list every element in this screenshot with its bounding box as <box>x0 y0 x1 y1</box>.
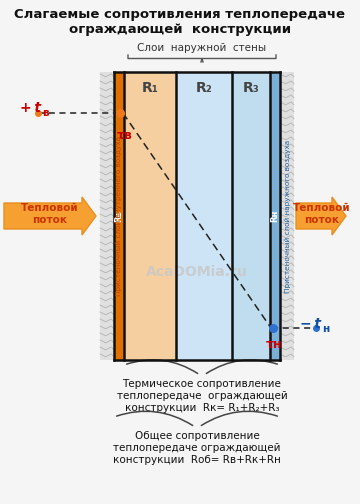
Bar <box>280 72 294 360</box>
Text: R₂: R₂ <box>195 81 212 95</box>
Bar <box>114 72 124 360</box>
Text: − t: − t <box>300 317 321 331</box>
Text: + t: + t <box>20 101 41 115</box>
Text: н: н <box>322 324 329 334</box>
Text: Слагаемые сопротивления теплопередаче: Слагаемые сопротивления теплопередаче <box>14 8 346 21</box>
Bar <box>124 72 176 360</box>
Text: Тепловой
поток: Тепловой поток <box>21 203 79 225</box>
Text: τв: τв <box>117 129 133 142</box>
Text: Пристеночный слой внутреннего воздуха: Пристеночный слой внутреннего воздуха <box>116 136 122 296</box>
Text: Rв: Rв <box>114 210 123 222</box>
Text: ограждающей  конструкции: ограждающей конструкции <box>69 23 291 36</box>
Bar <box>100 72 114 360</box>
Text: теплопередаче  ограждающей: теплопередаче ограждающей <box>117 391 287 401</box>
Text: R₃: R₃ <box>243 81 259 95</box>
Text: τн: τн <box>266 338 282 351</box>
Bar <box>270 72 280 360</box>
FancyArrow shape <box>4 197 96 235</box>
Text: AcaDOMia.ru: AcaDOMia.ru <box>146 265 248 279</box>
FancyArrow shape <box>296 197 346 235</box>
Bar <box>232 72 270 360</box>
Text: Пристеночный слой наружного воздуха: Пристеночный слой наружного воздуха <box>285 140 291 292</box>
Text: Тепловой
поток: Тепловой поток <box>293 203 351 225</box>
Bar <box>176 72 232 360</box>
Text: Общее сопротивление: Общее сопротивление <box>135 431 259 441</box>
Text: Rн: Rн <box>270 210 279 222</box>
Text: R₁: R₁ <box>141 81 158 95</box>
Text: теплопередаче ограждающей: теплопередаче ограждающей <box>113 443 281 453</box>
Text: конструкции  Rк= R₁+R₂+R₃: конструкции Rк= R₁+R₂+R₃ <box>125 403 279 413</box>
Text: в: в <box>42 108 49 118</box>
Text: Слои  наружной  стены: Слои наружной стены <box>138 43 266 53</box>
Text: конструкции  Rоб= Rв+Rк+Rн: конструкции Rоб= Rв+Rк+Rн <box>113 455 281 465</box>
Text: Термическое сопротивление: Термическое сопротивление <box>122 379 282 389</box>
